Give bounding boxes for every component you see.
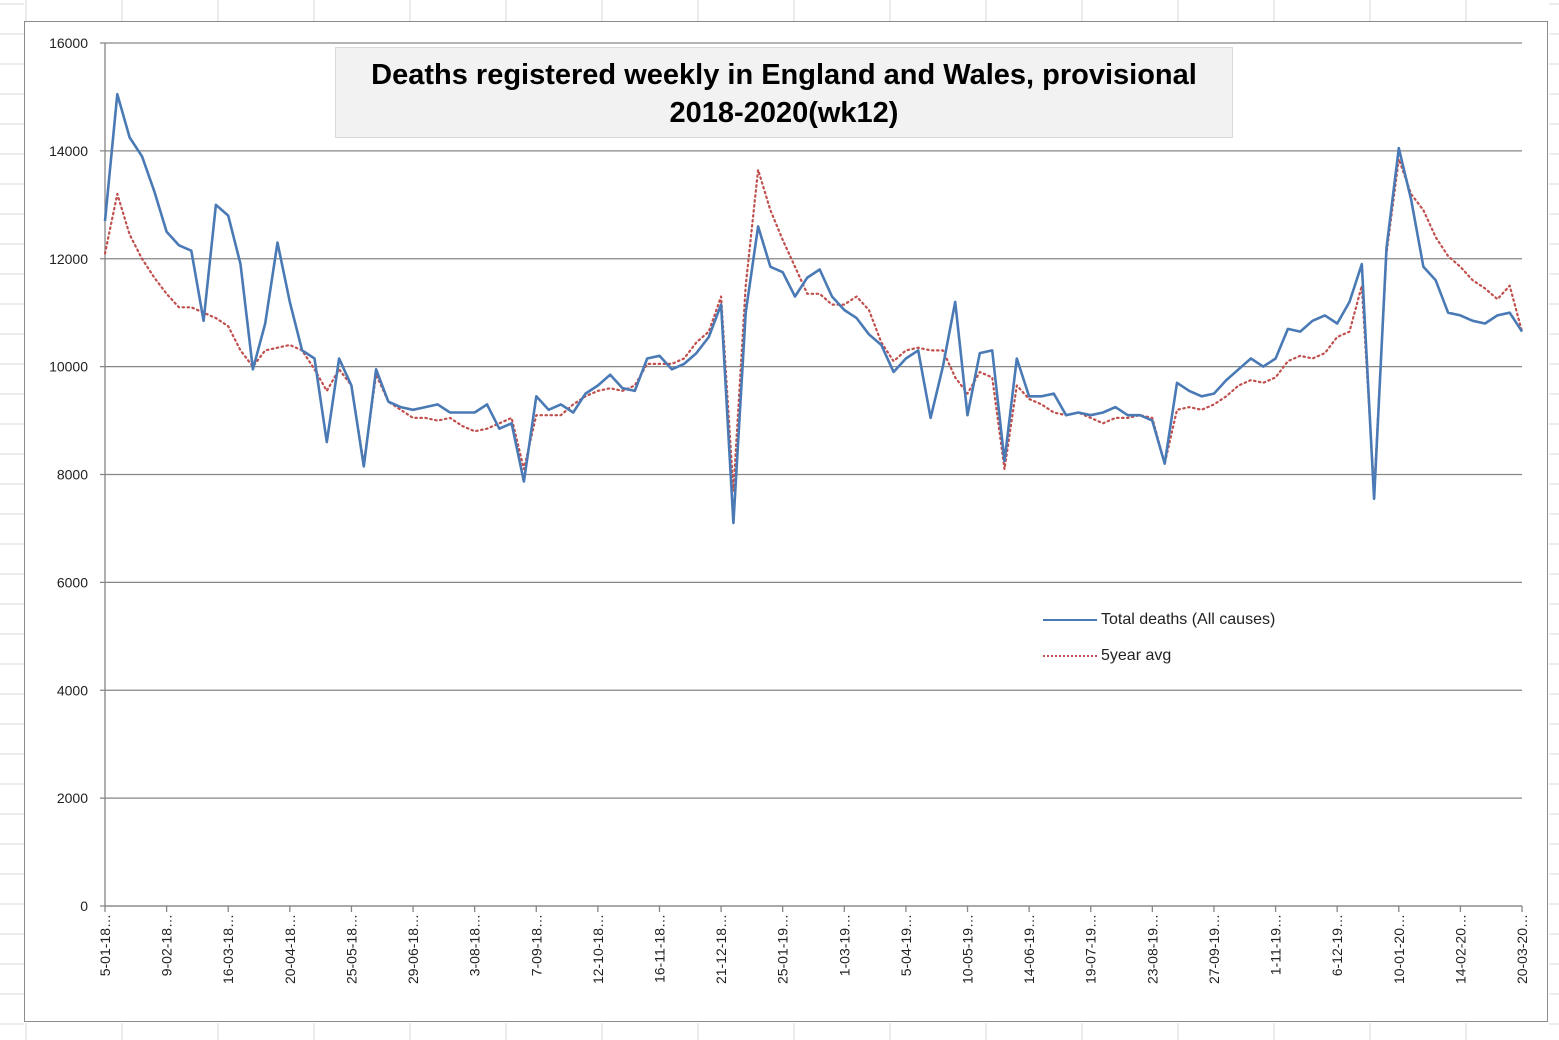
x-tick-label: 6-12-19…	[1329, 914, 1345, 976]
x-tick-label: 1-11-19…	[1268, 914, 1284, 975]
x-tick-label: 10-01-20…	[1391, 914, 1407, 984]
x-tick-label: 20-03-20…	[1514, 914, 1530, 984]
x-tick-label: 23-08-19…	[1144, 914, 1160, 984]
chart-title-line-2: 2018-2020(wk12)	[669, 97, 899, 129]
chart-title-line-1: Deaths registered weekly in England and …	[371, 59, 1197, 91]
x-tick-label: 5-04-19…	[898, 914, 914, 976]
x-tick-label: 19-07-19…	[1083, 914, 1099, 984]
gridlines	[100, 42, 1522, 907]
x-tick-label: 25-05-18…	[343, 914, 359, 984]
x-tick-label: 25-01-19…	[775, 914, 791, 984]
x-tick-label: 1-03-19…	[836, 914, 852, 976]
y-tick-label: 2000	[57, 790, 88, 806]
legend-label: 5year avg	[1101, 647, 1172, 664]
x-tick-label: 7-09-18…	[528, 914, 544, 976]
x-tick-label: 3-08-18…	[467, 914, 483, 976]
legend-item-5year-avg: 5year avg	[1043, 638, 1275, 674]
chart-area[interactable]	[24, 21, 1548, 1022]
x-tick-label: 12-10-18…	[590, 914, 606, 984]
x-tick-label: 20-04-18…	[282, 914, 298, 984]
x-tick-label: 21-12-18…	[713, 914, 729, 984]
y-tick-label: 4000	[57, 682, 88, 698]
x-tick-label: 14-02-20…	[1452, 914, 1468, 984]
x-axis	[104, 43, 1522, 907]
x-tick-label: 10-05-19…	[960, 914, 976, 984]
legend-label: Total deaths (All causes)	[1101, 611, 1276, 628]
legend[interactable]: Total deaths (All causes) 5year avg	[1043, 602, 1275, 674]
x-tick-label: 29-06-18…	[405, 914, 421, 984]
series-lines	[103, 92, 1524, 525]
x-tick-label: 14-06-19…	[1021, 914, 1037, 984]
x-tick-label: 16-11-18…	[651, 914, 667, 983]
x-tick-label: 5-01-18…	[97, 914, 113, 976]
y-tick-label: 14000	[49, 143, 88, 159]
x-tick-label: 16-03-18…	[220, 914, 236, 984]
legend-swatch-dotted-line	[1043, 655, 1097, 657]
series-line-5year-avg	[103, 157, 1524, 492]
y-tick-label: 6000	[57, 574, 88, 590]
y-tick-label: 0	[80, 898, 88, 914]
y-tick-label: 10000	[49, 359, 88, 375]
legend-item-total-deaths: Total deaths (All causes)	[1043, 602, 1275, 638]
x-axis-tick-labels: 5-01-18… 9-02-18… 16-03-18… 20-04-18… 25-05-…	[97, 906, 1530, 984]
x-tick-label: 9-02-18…	[159, 914, 175, 976]
y-axis-tick-labels: 0 2000 4000 6000 8000 10000 12000 14000 16000	[49, 35, 88, 914]
y-tick-label: 12000	[49, 251, 88, 267]
x-tick-label: 27-09-19…	[1206, 914, 1222, 984]
chart-title[interactable]: Deaths registered weekly in England and …	[335, 47, 1233, 138]
y-tick-label: 16000	[49, 35, 88, 51]
series-line-total-deaths	[103, 92, 1524, 525]
y-tick-label: 8000	[57, 467, 88, 483]
legend-swatch-solid-line	[1043, 619, 1097, 621]
